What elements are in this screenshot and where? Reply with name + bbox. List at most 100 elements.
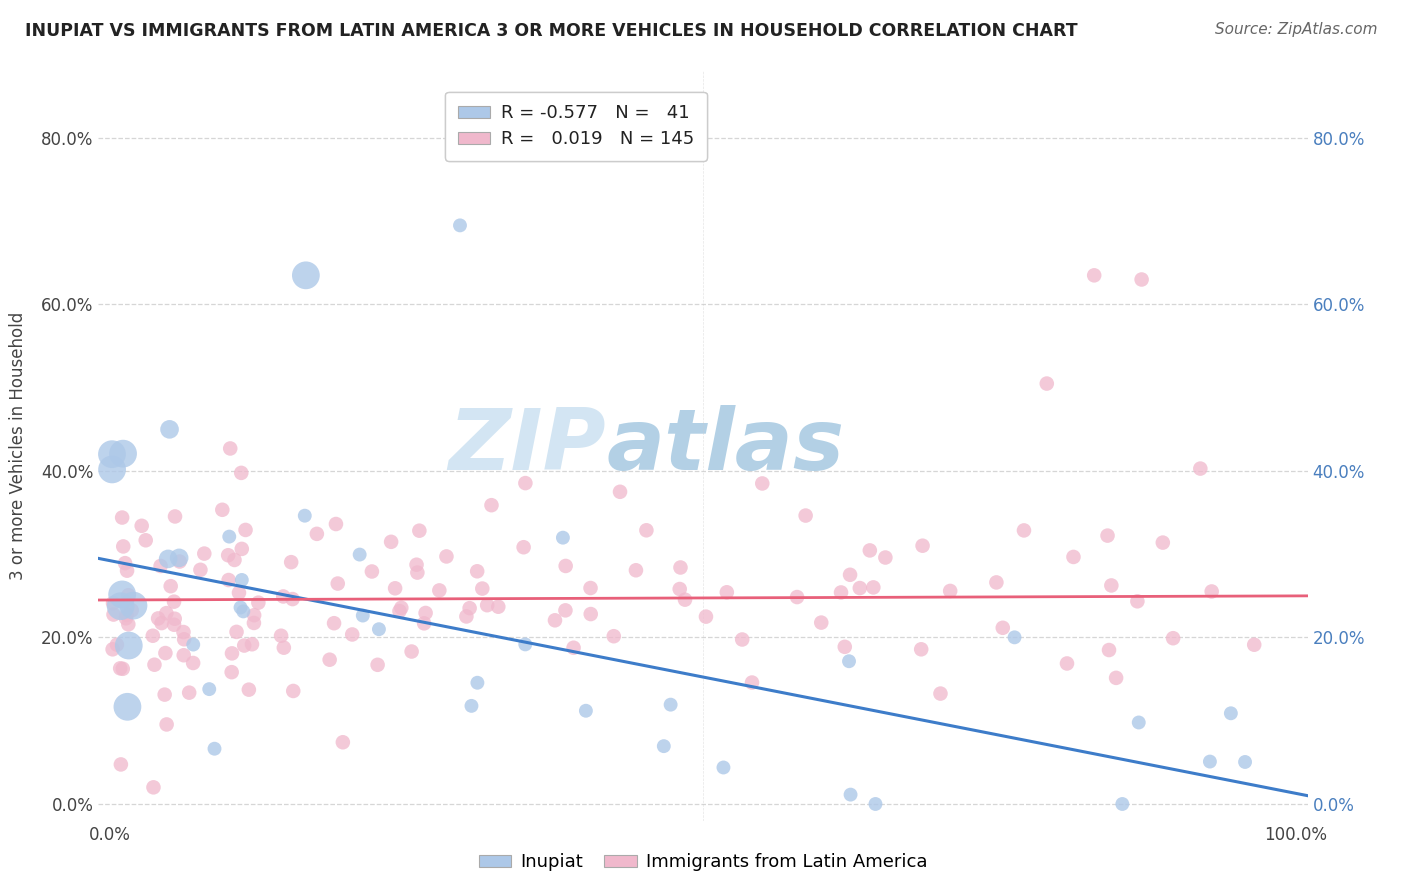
Legend: Inupiat, Immigrants from Latin America: Inupiat, Immigrants from Latin America: [471, 847, 935, 879]
Point: [157, 552, 180, 566]
Point: [408, 524, 430, 538]
Point: [1126, 594, 1149, 608]
Point: [111, 510, 134, 524]
Point: [716, 585, 738, 599]
Point: [294, 508, 316, 523]
Point: [117, 617, 139, 632]
Point: [231, 541, 253, 556]
Point: [349, 548, 371, 562]
Point: [211, 503, 233, 517]
Point: [562, 640, 585, 655]
Point: [271, 590, 294, 604]
Point: [427, 583, 450, 598]
Point: [115, 611, 138, 625]
Point: [122, 599, 145, 613]
Point: [235, 523, 257, 537]
Point: [406, 566, 429, 580]
Point: [695, 609, 717, 624]
Point: [794, 508, 817, 523]
Point: [101, 642, 124, 657]
Point: [579, 581, 602, 595]
Point: [135, 533, 157, 548]
Point: [830, 585, 852, 599]
Point: [401, 644, 423, 658]
Point: [143, 657, 166, 672]
Point: [786, 590, 808, 604]
Point: [368, 622, 391, 636]
Point: [1130, 272, 1153, 286]
Point: [413, 616, 436, 631]
Point: [939, 583, 962, 598]
Point: [159, 579, 181, 593]
Point: [1201, 584, 1223, 599]
Point: [101, 462, 124, 476]
Point: [342, 627, 364, 641]
Point: [1199, 755, 1222, 769]
Point: [1004, 631, 1026, 645]
Point: [142, 629, 165, 643]
Point: [1219, 706, 1241, 721]
Legend: R = -0.577   N =   41, R =   0.019   N = 145: R = -0.577 N = 41, R = 0.019 N = 145: [446, 92, 707, 161]
Point: [325, 516, 347, 531]
Point: [481, 498, 503, 512]
Point: [218, 573, 240, 587]
Point: [713, 760, 735, 774]
Point: [1097, 528, 1119, 542]
Point: [352, 608, 374, 623]
Point: [173, 648, 195, 663]
Point: [283, 684, 305, 698]
Point: [551, 531, 574, 545]
Point: [862, 581, 884, 595]
Point: [146, 611, 169, 625]
Point: [115, 564, 138, 578]
Text: ZIP: ZIP: [449, 404, 606, 488]
Point: [515, 637, 537, 651]
Point: [838, 654, 860, 668]
Point: [105, 638, 128, 652]
Point: [458, 601, 481, 615]
Point: [579, 607, 602, 621]
Point: [103, 607, 125, 622]
Point: [169, 555, 191, 569]
Point: [112, 447, 135, 461]
Point: [181, 638, 204, 652]
Point: [1243, 638, 1265, 652]
Point: [219, 442, 242, 456]
Point: [460, 698, 482, 713]
Point: [231, 466, 253, 480]
Point: [204, 741, 226, 756]
Point: [111, 587, 134, 601]
Point: [305, 526, 328, 541]
Point: [554, 558, 576, 573]
Point: [1083, 268, 1105, 283]
Point: [741, 675, 763, 690]
Point: [1189, 461, 1212, 475]
Point: [1234, 755, 1257, 769]
Point: [155, 606, 177, 620]
Point: [731, 632, 754, 647]
Point: [238, 682, 260, 697]
Point: [153, 688, 176, 702]
Point: [221, 665, 243, 680]
Point: [179, 686, 201, 700]
Point: [224, 553, 246, 567]
Point: [155, 646, 177, 660]
Point: [229, 600, 252, 615]
Point: [810, 615, 832, 630]
Point: [1128, 715, 1150, 730]
Point: [515, 476, 537, 491]
Point: [910, 642, 932, 657]
Point: [361, 565, 384, 579]
Point: [332, 735, 354, 749]
Text: Source: ZipAtlas.com: Source: ZipAtlas.com: [1215, 22, 1378, 37]
Point: [624, 563, 647, 577]
Point: [280, 555, 302, 569]
Point: [1098, 643, 1121, 657]
Point: [110, 599, 132, 614]
Point: [110, 757, 132, 772]
Point: [240, 637, 263, 651]
Point: [839, 788, 862, 802]
Point: [1036, 376, 1059, 391]
Point: [471, 582, 494, 596]
Point: [609, 484, 631, 499]
